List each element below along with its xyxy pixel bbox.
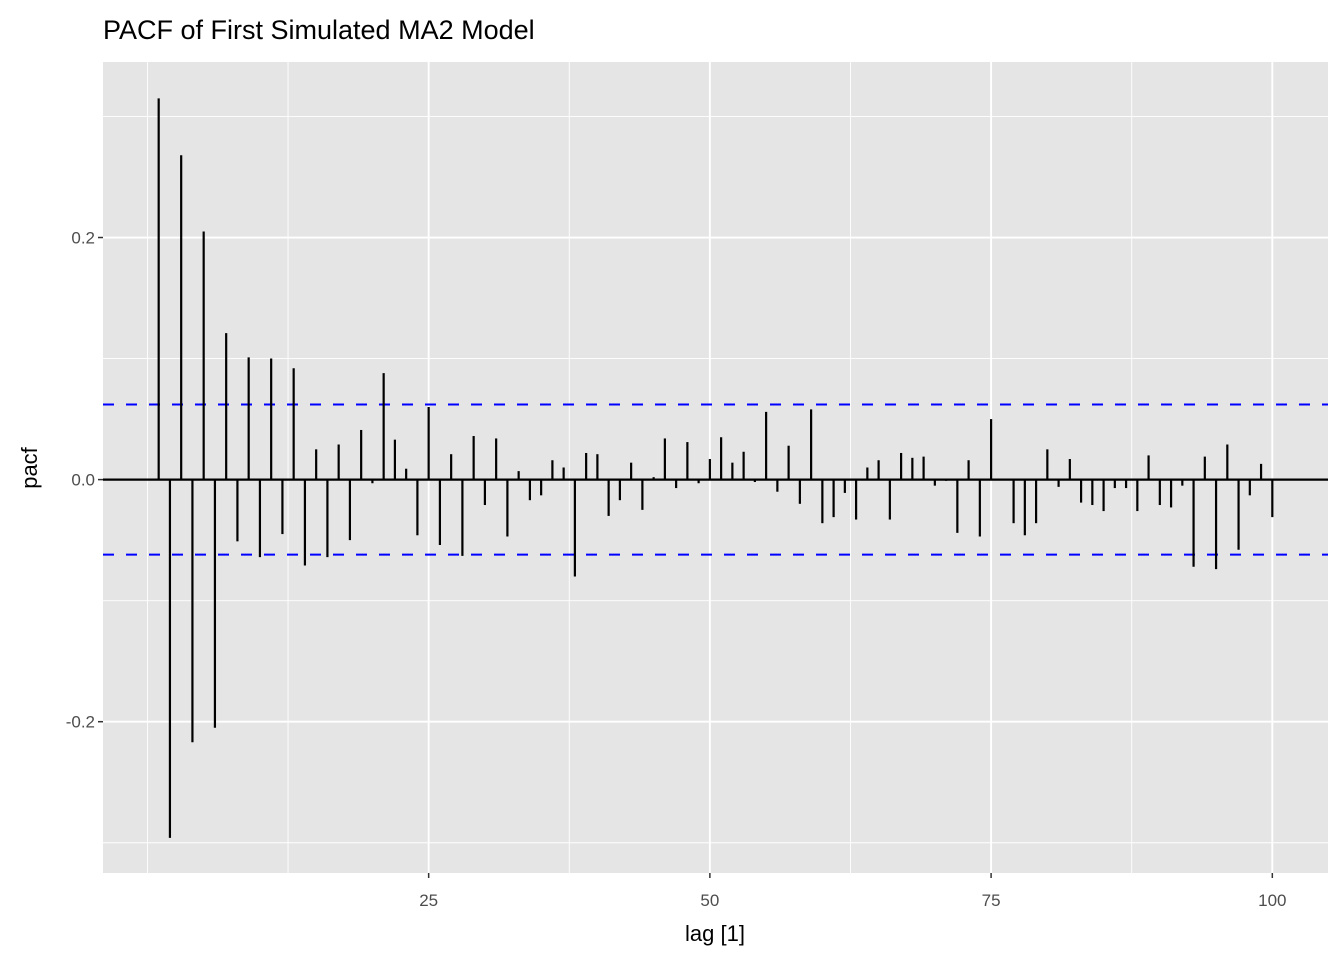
axis-ticks: -0.2 0.0 0.2 25 50 75 100 [66, 229, 1287, 910]
y-tick-label: -0.2 [66, 713, 95, 732]
y-axis-label: pacf [17, 446, 42, 488]
pacf-bars [103, 98, 1328, 838]
y-tick-label: 0.2 [71, 229, 95, 248]
y-tick-label: 0.0 [71, 471, 95, 490]
x-axis-label: lag [1] [685, 921, 745, 946]
chart-title: PACF of First Simulated MA2 Model [103, 15, 535, 45]
x-tick-label: 75 [982, 891, 1001, 910]
x-tick-label: 25 [419, 891, 438, 910]
x-tick-label: 50 [700, 891, 719, 910]
plot-panel [103, 62, 1328, 873]
confidence-bounds [103, 403, 1328, 556]
x-tick-label: 100 [1258, 891, 1286, 910]
